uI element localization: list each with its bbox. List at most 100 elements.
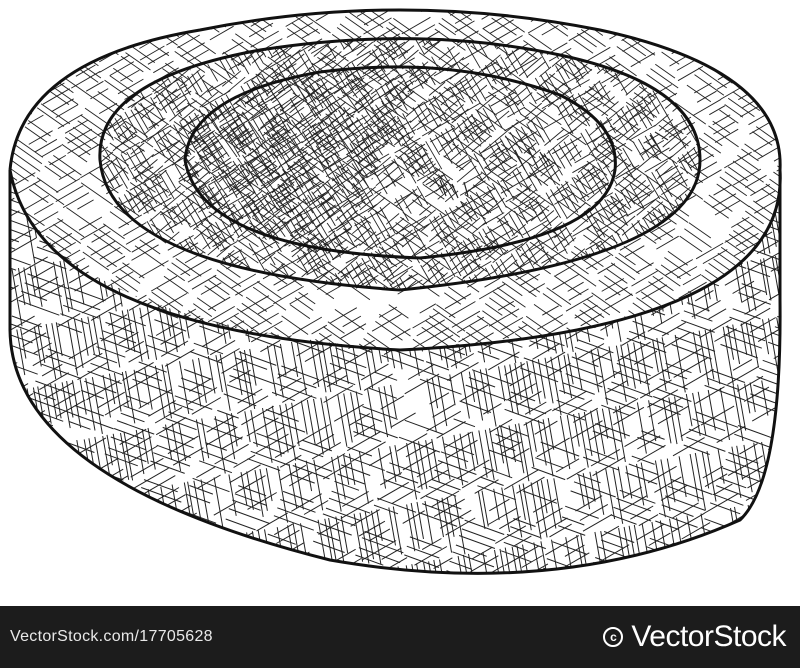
hatch-stroke — [84, 380, 117, 394]
hatch-stroke — [99, 216, 119, 228]
hatch-stroke — [450, 353, 475, 368]
hatch-stroke — [538, 298, 550, 352]
hatch-stroke — [368, 528, 391, 542]
hatch-stroke — [158, 570, 197, 574]
hatch-stroke — [531, 360, 541, 405]
hatch-stroke — [7, 65, 40, 77]
hatch-stroke — [113, 37, 134, 45]
hatch-stroke — [619, 489, 656, 504]
hatch-stroke — [747, 504, 757, 550]
hatch-stroke — [396, 177, 423, 188]
hatch-stroke — [598, 370, 622, 385]
hatch-stroke — [256, 592, 262, 606]
hatch-stroke — [90, 362, 124, 376]
hatch-stroke — [465, 0, 493, 3]
hatch-stroke — [520, 367, 559, 383]
hatch-stroke — [73, 318, 84, 368]
hatch-stroke — [34, 595, 57, 606]
hatch-stroke — [540, 575, 564, 584]
hatch-stroke — [380, 395, 405, 410]
hatch-stroke — [602, 270, 626, 280]
hatch-stroke — [169, 545, 178, 574]
hatch-stroke — [767, 475, 781, 485]
hatch-stroke — [334, 480, 360, 491]
hatch-stroke — [631, 455, 655, 465]
hatch-stroke — [621, 331, 646, 346]
hatch-stroke — [617, 341, 651, 362]
hatch-stroke — [737, 384, 747, 431]
hatch-stroke — [618, 405, 626, 439]
hatch-stroke — [343, 393, 353, 443]
hatch-stroke — [406, 504, 416, 552]
hatch-stroke — [777, 127, 800, 142]
hatch-stroke — [322, 513, 356, 527]
hatch-stroke — [10, 546, 31, 567]
hatch-stroke — [710, 369, 746, 383]
hatch-stroke — [112, 563, 137, 573]
hatch-stroke — [649, 12, 673, 21]
hatch-stroke — [106, 434, 113, 466]
hatch-stroke — [647, 389, 679, 408]
hatch-stroke — [10, 416, 11, 431]
hatch-stroke — [468, 371, 476, 402]
hatch-stroke — [734, 433, 776, 450]
hatch-stroke — [445, 344, 469, 359]
hatch-stroke — [787, 289, 800, 299]
hatch-stroke — [10, 391, 20, 451]
hatch-stroke — [501, 159, 523, 167]
hatch-stroke — [559, 415, 571, 470]
hatch-stroke — [419, 227, 449, 246]
hatch-stroke — [474, 0, 499, 11]
hatch-stroke — [317, 581, 325, 606]
hatch-stroke — [60, 313, 89, 325]
hatch-stroke — [259, 469, 268, 511]
hatch-stroke — [674, 91, 684, 145]
hatch-stroke — [653, 396, 684, 408]
hatch-stroke — [546, 351, 566, 364]
hatch-stroke — [83, 500, 90, 534]
hatch-stroke — [582, 14, 601, 25]
hatch-stroke — [81, 389, 105, 400]
hatch-stroke — [601, 0, 610, 33]
hatch-stroke — [51, 323, 62, 377]
hatch-stroke — [739, 443, 758, 455]
hatch-stroke — [168, 411, 211, 428]
hatch-stroke — [576, 535, 588, 574]
hatch-stroke — [209, 339, 236, 356]
hatch-stroke — [695, 386, 725, 405]
hatch-stroke — [11, 229, 33, 242]
hatch-stroke — [429, 351, 470, 367]
hatch-stroke — [660, 0, 670, 29]
hatch-stroke — [769, 599, 799, 606]
hatch-stroke — [721, 591, 747, 606]
hatch-stroke — [793, 318, 800, 335]
hatch-stroke — [192, 477, 230, 493]
hatch-stroke — [79, 379, 87, 415]
hatch-stroke — [131, 512, 161, 524]
hatch-stroke — [455, 544, 487, 557]
hatch-stroke — [571, 420, 603, 439]
hatch-stroke — [106, 487, 135, 505]
hatch-stroke — [511, 447, 530, 460]
hatch-stroke — [15, 390, 24, 433]
hatch-stroke — [196, 466, 216, 479]
hatch-stroke — [780, 137, 800, 154]
hatch-stroke — [541, 307, 580, 322]
hatch-stroke — [481, 584, 515, 604]
hatch-stroke — [119, 545, 146, 556]
hatch-stroke — [35, 380, 76, 396]
hatch-stroke — [54, 444, 64, 494]
hatch-stroke — [129, 0, 164, 6]
hatch-stroke — [189, 351, 223, 364]
hatch-stroke — [468, 553, 479, 574]
hatch-stroke — [281, 365, 320, 381]
hatch-stroke — [444, 443, 475, 456]
hatch-stroke — [561, 516, 585, 526]
hatch-stroke — [573, 481, 616, 498]
hatch-stroke — [10, 26, 20, 83]
hatch-stroke — [329, 579, 338, 606]
hatch-stroke — [632, 320, 669, 335]
hatch-stroke — [481, 576, 509, 592]
hatch-stroke — [512, 0, 544, 16]
hatch-stroke — [504, 365, 514, 412]
